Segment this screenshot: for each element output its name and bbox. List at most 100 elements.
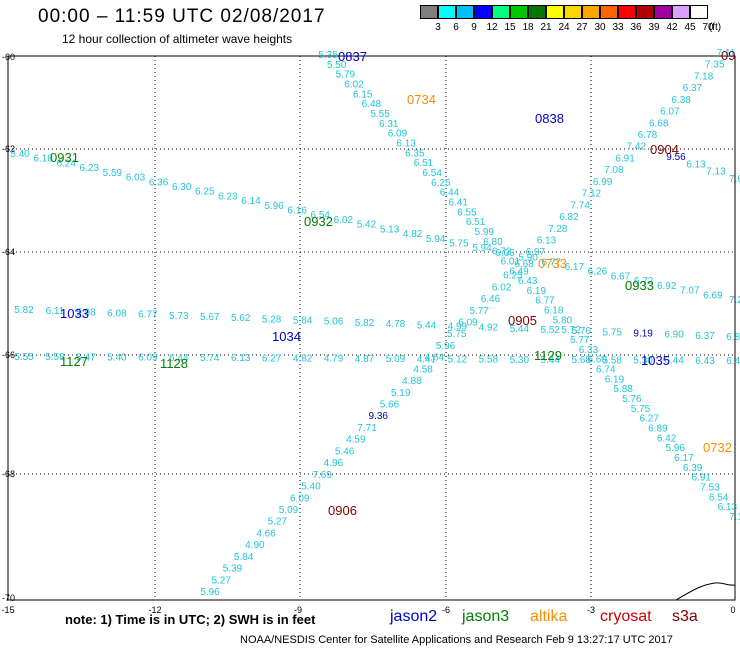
swh-value: 6.09 [388, 129, 408, 140]
swh-value: 5.79 [336, 70, 356, 81]
swh-value: 4.78 [386, 319, 406, 330]
swh-value: 7.07 [680, 286, 700, 297]
pass-time-label: 1128 [160, 356, 188, 371]
swh-value: 4.92 [479, 323, 499, 334]
swh-value: 5.75 [449, 238, 469, 249]
swh-value: 5.40 [10, 149, 30, 160]
swh-value: 5.09 [279, 505, 299, 516]
swh-value: 6.25 [431, 178, 451, 189]
swh-value: 5.55 [14, 352, 34, 363]
swh-value: 6.49 [509, 266, 529, 277]
swh-value: 7.12 [582, 189, 602, 200]
swh-value: 5.58 [479, 355, 499, 366]
swh-value: 6.36 [149, 177, 169, 188]
swh-value: 5.50 [327, 60, 347, 71]
swh-value: 7.28 [548, 224, 568, 235]
map-subtitle: 12 hour collection of altimeter wave hei… [62, 32, 293, 46]
swh-value: 5.88 [613, 384, 633, 395]
legend-cryosat: cryosat [600, 608, 652, 625]
swh-value: 6.18 [544, 306, 564, 317]
swh-value: 5.96 [665, 443, 685, 454]
swh-value: 6.11 [46, 306, 65, 317]
scale-label: 6 [453, 22, 459, 33]
swh-value: 6.46 [481, 294, 501, 305]
swh-value: 6.24 [56, 158, 76, 169]
y-tick-label: -66 [2, 350, 15, 360]
scale-label: 42 [666, 22, 678, 33]
scale-swatch [492, 5, 510, 19]
map-frame [7, 55, 736, 601]
swh-value: 5.62 [231, 313, 251, 324]
scale-label: 12 [486, 22, 498, 33]
legend-jason2: jason2 [390, 608, 438, 625]
swh-value: 4.88 [402, 376, 422, 387]
swh-value: 5.90 [518, 253, 538, 264]
swh-value: 6.42 [657, 433, 677, 444]
swh-value: 6.39 [683, 463, 703, 474]
swh-value: 9.19 [633, 328, 653, 339]
pass-time-label: 0732 [703, 440, 732, 455]
swh-value: 6.43 [695, 356, 715, 367]
swh-value: 6.91 [615, 153, 635, 164]
y-tick-label: -68 [2, 469, 15, 479]
legend-jason3: jason3 [462, 608, 510, 625]
swh-value: 5.94 [472, 243, 492, 254]
scale-label: 9 [471, 22, 477, 33]
swh-value: 6.72 [492, 247, 512, 258]
pass-time-label: 1034 [272, 329, 301, 344]
swh-value: 4.58 [413, 364, 433, 375]
swh-value: 4.82 [403, 229, 423, 240]
swh-value: 9.56 [666, 152, 686, 163]
swh-value: 5.55 [370, 109, 390, 120]
swh-value: 9.36 [369, 411, 389, 422]
swh-value: 6.78 [638, 130, 658, 141]
swh-value: 5.44 [541, 355, 561, 366]
swh-value: 5.58 [45, 352, 65, 363]
x-tick-label: 0 [730, 605, 735, 615]
credit-line: NOAA/NESDIS Center for Satellite Applica… [240, 634, 673, 646]
swh-value: 5.30 [633, 355, 653, 366]
scale-swatch [438, 5, 456, 19]
swh-value: 6.68 [649, 118, 669, 129]
swh-value: 6.41 [448, 197, 468, 208]
swh-value: 5.75 [602, 327, 622, 338]
scale-swatch [654, 5, 672, 19]
swh-value: 6.13 [537, 235, 557, 246]
swh-value: 6.30 [172, 182, 192, 193]
swh-value: 7.69 [312, 470, 332, 481]
swh-value: 5.94 [426, 234, 446, 245]
swh-value: 6.44 [664, 356, 684, 367]
swh-value: 6.02 [334, 215, 354, 226]
swh-value: 6.89 [648, 424, 668, 435]
swh-value: 6.18 [33, 154, 53, 165]
swh-value: 6.33 [579, 345, 599, 356]
swh-value: 6.19 [527, 286, 547, 297]
swh-value: 6.77 [138, 310, 158, 321]
swh-value: 6.44 [169, 353, 189, 364]
swh-value: 5.66 [380, 400, 400, 411]
swh-value: 7.6 [729, 174, 740, 185]
swh-value: 6.02 [344, 79, 364, 90]
scale-swatch [600, 5, 618, 19]
pass-time-label: 0734 [407, 92, 436, 107]
swh-value: 6.01 [501, 256, 521, 267]
swh-value: 6.54 [422, 168, 442, 179]
pass-time-label: 1033 [60, 306, 89, 321]
swh-value: 6.13 [396, 138, 416, 149]
swh-value: 6.16 [287, 206, 307, 217]
scale-label: 18 [522, 22, 534, 33]
swh-value: 7.71 [357, 423, 377, 434]
x-tick-label: -15 [1, 605, 14, 615]
swh-value: 5.82 [355, 318, 375, 329]
swh-value: 5.84 [234, 552, 254, 563]
swh-value: 5.27 [211, 575, 231, 586]
swh-value: 5.44 [510, 324, 530, 335]
scale-swatch [510, 5, 528, 19]
pass-time-label: 09 [721, 48, 735, 63]
swh-value: 6.60 [587, 355, 607, 366]
scale-swatch [420, 5, 438, 19]
swh-value: 6.99 [593, 177, 613, 188]
swh-value: 6.09 [138, 353, 158, 364]
scale-label: 33 [612, 22, 624, 33]
